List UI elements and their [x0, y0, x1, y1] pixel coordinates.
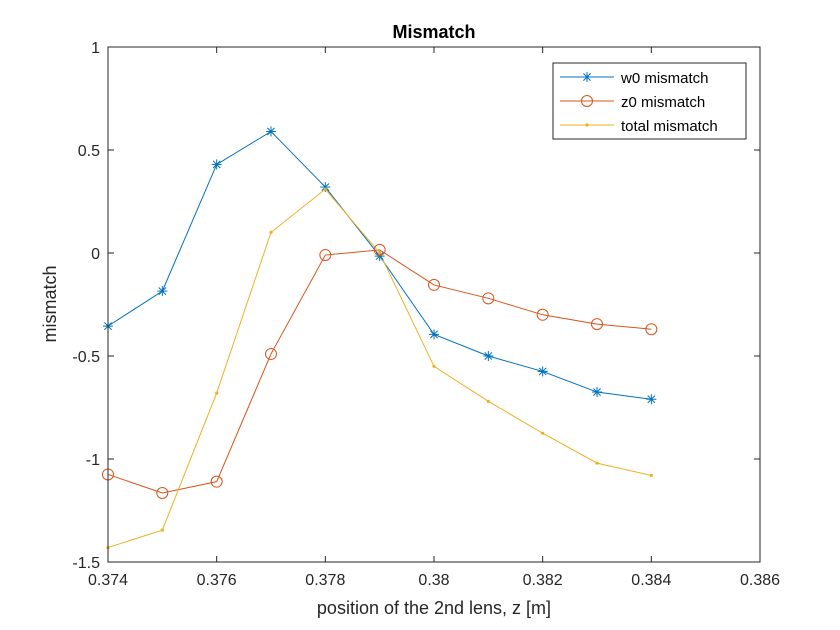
data-point-total [160, 528, 164, 532]
data-point-total [541, 431, 545, 435]
x-tick-label: 0.386 [740, 572, 780, 589]
data-point-z0 [536, 308, 549, 321]
marker-stroke [267, 127, 275, 136]
legend-label-z0: z0 mismatch [621, 94, 705, 111]
marker-stroke [321, 183, 330, 192]
data-point-total [215, 391, 219, 395]
data-point-z0 [645, 323, 658, 336]
y-tick-label: 0.5 [78, 143, 100, 160]
marker-stroke [158, 287, 167, 296]
data-point-total [595, 461, 599, 465]
data-point-w0 [537, 366, 548, 377]
y-tick-label: -1 [86, 452, 100, 469]
data-point-w0 [157, 286, 168, 297]
data-point-z0 [482, 292, 495, 305]
data-point-z0 [591, 318, 603, 331]
x-tick-label: 0.382 [523, 572, 563, 589]
legend-samples [560, 72, 614, 127]
data-point-total [486, 399, 490, 403]
legend-marker-total [585, 123, 589, 127]
data-point-total [323, 187, 327, 191]
data-point-z0 [156, 486, 169, 499]
series-line-z0 [107, 249, 652, 494]
y-tick-label: 1 [91, 40, 100, 57]
data-point-w0 [646, 394, 657, 405]
x-tick-label: 0.378 [305, 572, 345, 589]
marker-stroke [593, 388, 601, 397]
y-axis-label: mismatch [40, 265, 60, 342]
x-tick-label: 0.38 [418, 572, 449, 589]
marker-stroke [212, 160, 221, 169]
legend-marker-w0 [582, 72, 592, 82]
legend-marker-z0 [581, 95, 593, 107]
marker-stroke [375, 252, 384, 261]
data-point-total [432, 364, 436, 368]
chart-title: Mismatch [392, 22, 475, 42]
data-point-total [649, 473, 653, 478]
data-point-z0 [210, 475, 223, 488]
y-tick-label: -0.5 [72, 349, 100, 366]
marker-stroke [538, 367, 547, 376]
marker-stroke [484, 352, 493, 360]
y-tick-label: -1.5 [72, 555, 100, 572]
data-point-w0 [266, 126, 276, 137]
x-axis-label: position of the 2nd lens, z [m] [317, 598, 551, 618]
x-tick-label: 0.384 [631, 572, 671, 589]
x-axis-ticks: 0.374 0.376 0.378 0.38 0.382 0.384 0.386 [88, 47, 780, 589]
y-tick-label: 0 [91, 246, 100, 263]
data-point-w0 [211, 159, 222, 170]
data-point-z0 [373, 243, 386, 256]
legend-label-total: total mismatch [621, 118, 718, 135]
data-point-z0 [319, 249, 332, 262]
legend-label-w0: w0 mismatch [620, 70, 709, 87]
x-tick-label: 0.374 [88, 572, 128, 589]
data-point-total [269, 230, 273, 234]
x-tick-label: 0.376 [197, 572, 237, 589]
data-point-z0 [265, 347, 277, 360]
marker-stroke [430, 330, 438, 339]
marker-stroke [583, 73, 591, 81]
y-axis-ticks: -1.5 -1 -0.5 0 0.5 1 [72, 40, 760, 572]
marker-stroke [647, 395, 656, 404]
data-point-total [378, 251, 382, 255]
data-point-z0 [428, 278, 440, 291]
data-point-w0 [429, 329, 439, 340]
data-point-w0 [483, 351, 494, 361]
data-point-w0 [592, 387, 602, 398]
legend: w0 mismatch z0 mismatch total mismatch [552, 62, 747, 140]
